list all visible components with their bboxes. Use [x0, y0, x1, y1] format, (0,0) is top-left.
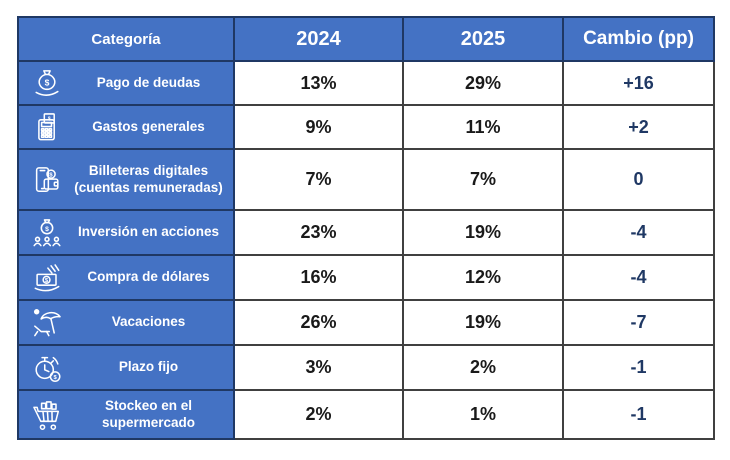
category-label: Gastos generales [92, 118, 205, 134]
table-row: Vacaciones 26% 19% -7 [17, 299, 715, 346]
svg-text:$: $ [49, 172, 53, 178]
column-header-2025: 2025 [402, 16, 564, 62]
svg-text:$: $ [45, 225, 49, 232]
value-2025: 1% [402, 389, 564, 440]
savings-table-figure: Categoría 2024 2025 Cambio (pp) $ Pago d… [17, 16, 715, 440]
value-2025: 19% [402, 299, 564, 346]
category-label: Inversión en acciones [77, 224, 220, 240]
category-cell-billeteras-digitales: $ Billeteras digitales (cuentas remunera… [17, 148, 235, 211]
value-2025: 12% [402, 254, 564, 301]
value-2025: 2% [402, 344, 564, 391]
table-row: $ Gastos generales 9% 11% +2 [17, 104, 715, 150]
value-change: -4 [562, 254, 715, 301]
category-label: Billeteras digitales (cuentas remunerada… [74, 162, 223, 195]
category-label: Vacaciones [111, 314, 186, 330]
value-change: 0 [562, 148, 715, 211]
table-row: $ Pago de deudas 13% 29% +16 [17, 60, 715, 106]
value-change: -1 [562, 344, 715, 391]
phone-wallet-icon: $ [24, 162, 70, 198]
value-2024: 2% [233, 389, 404, 440]
value-2024: 16% [233, 254, 404, 301]
svg-text:$: $ [45, 77, 50, 87]
table-row: $ Billeteras digitales (cuentas remunera… [17, 148, 715, 211]
category-cell-pago-de-deudas: $ Pago de deudas [17, 60, 235, 106]
value-2024: 3% [233, 344, 404, 391]
money-bag-hand-icon: $ [24, 65, 70, 101]
table-row: Stockeo en el supermercado 2% 1% -1 [17, 389, 715, 440]
pos-terminal-icon: $ [24, 109, 70, 145]
value-2025: 11% [402, 104, 564, 150]
value-2024: 26% [233, 299, 404, 346]
vacation-icon [24, 305, 70, 341]
header-row: Categoría 2024 2025 Cambio (pp) [17, 16, 715, 62]
table-row: $ Compra de dólares 16% 12% -4 [17, 254, 715, 301]
svg-text:$: $ [53, 374, 57, 380]
category-label: Compra de dólares [87, 269, 210, 285]
category-label: Plazo fijo [118, 359, 179, 375]
table-row: $ Inversión en acciones 23% 19% -4 [17, 209, 715, 256]
category-cell-gastos-generales: $ Gastos generales [17, 104, 235, 150]
category-cell-vacaciones: Vacaciones [17, 299, 235, 346]
column-header-categoria: Categoría [17, 16, 235, 62]
column-header-cambio: Cambio (pp) [562, 16, 715, 62]
category-label: Pago de deudas [96, 74, 201, 90]
value-2024: 9% [233, 104, 404, 150]
value-change: +2 [562, 104, 715, 150]
svg-text:$: $ [45, 278, 49, 284]
category-cell-stockeo-supermercado: Stockeo en el supermercado [17, 389, 235, 440]
value-change: +16 [562, 60, 715, 106]
value-2024: 7% [233, 148, 404, 211]
savings-comparison-table: Categoría 2024 2025 Cambio (pp) $ Pago d… [17, 16, 715, 440]
value-2024: 23% [233, 209, 404, 256]
value-change: -7 [562, 299, 715, 346]
hand-money-icon: $ [24, 260, 70, 296]
column-header-2024: 2024 [233, 16, 404, 62]
cart-icon [24, 397, 70, 433]
category-cell-plazo-fijo: $ Plazo fijo [17, 344, 235, 391]
category-cell-inversion-en-acciones: $ Inversión en acciones [17, 209, 235, 256]
category-label: Stockeo en el supermercado [101, 397, 196, 430]
value-2025: 7% [402, 148, 564, 211]
value-2025: 19% [402, 209, 564, 256]
value-2024: 13% [233, 60, 404, 106]
table-row: $ Plazo fijo 3% 2% -1 [17, 344, 715, 391]
investment-people-icon: $ [24, 215, 70, 251]
value-2025: 29% [402, 60, 564, 106]
value-change: -1 [562, 389, 715, 440]
value-change: -4 [562, 209, 715, 256]
category-cell-compra-de-dolares: $ Compra de dólares [17, 254, 235, 301]
stopwatch-icon: $ [24, 350, 70, 386]
